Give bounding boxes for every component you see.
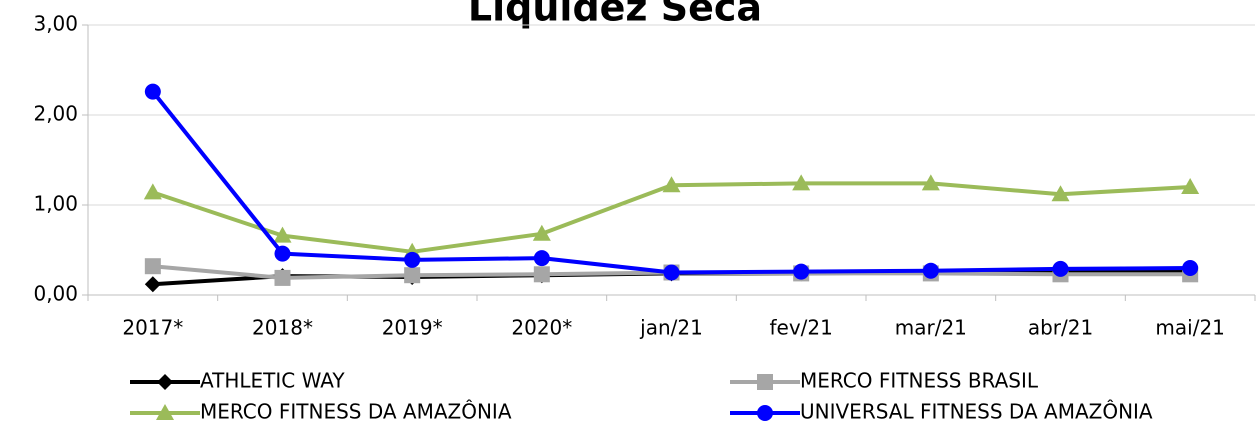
y-tick-label: 3,00 xyxy=(33,12,78,36)
x-tick-label: abr/21 xyxy=(1028,316,1093,340)
marker xyxy=(144,276,161,293)
y-tick-label: 2,00 xyxy=(33,102,78,126)
marker xyxy=(273,226,292,243)
marker xyxy=(143,183,162,200)
marker xyxy=(404,251,421,268)
marker xyxy=(404,267,421,284)
marker xyxy=(1052,260,1069,277)
marker xyxy=(533,266,550,283)
marker xyxy=(793,263,810,280)
legend-label: MERCO FITNESS BRASIL xyxy=(800,369,1039,393)
marker xyxy=(662,176,681,193)
marker xyxy=(274,245,291,262)
marker xyxy=(663,264,680,281)
legend-label: MERCO FITNESS DA AMAZÔNIA xyxy=(200,400,512,424)
marker xyxy=(157,374,173,390)
marker xyxy=(1051,185,1070,202)
marker xyxy=(1182,260,1199,276)
x-tick-label: jan/21 xyxy=(639,316,703,340)
x-tick-label: mai/21 xyxy=(1155,316,1224,340)
legend-label: ATHLETIC WAY xyxy=(200,369,345,393)
marker xyxy=(757,374,773,390)
marker xyxy=(921,174,940,191)
y-tick-label: 1,00 xyxy=(33,192,78,216)
marker xyxy=(532,224,551,241)
marker xyxy=(757,405,773,421)
marker xyxy=(533,250,550,267)
x-tick-label: 2018* xyxy=(252,316,313,340)
marker xyxy=(274,269,291,286)
marker xyxy=(792,174,811,191)
x-tick-label: fev/21 xyxy=(769,316,832,340)
x-tick-label: 2017* xyxy=(122,316,183,340)
marker xyxy=(144,258,161,275)
x-tick-label: 2019* xyxy=(382,316,443,340)
y-tick-label: 0,00 xyxy=(33,282,78,306)
marker xyxy=(1181,178,1200,194)
x-tick-label: mar/21 xyxy=(895,316,967,340)
legend-label: UNIVERSAL FITNESS DA AMAZÔNIA xyxy=(800,400,1153,424)
x-tick-label: 2020* xyxy=(511,316,572,340)
marker xyxy=(144,83,161,100)
marker xyxy=(922,262,939,279)
marker xyxy=(156,404,174,420)
series-line xyxy=(152,181,1191,254)
